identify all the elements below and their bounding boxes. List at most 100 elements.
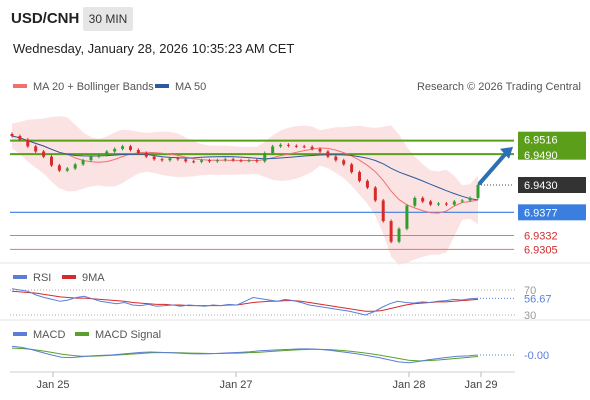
rsi-line — [11, 288, 479, 316]
candle-body — [136, 149, 140, 154]
candle-body — [73, 164, 77, 169]
macd-signal-legend-label: MACD Signal — [95, 329, 161, 341]
candle-body — [302, 146, 306, 148]
candle-body — [184, 159, 188, 162]
rsi-ma-line — [11, 290, 479, 312]
candle-body — [65, 168, 69, 171]
candle-body — [437, 203, 441, 205]
ma20-swatch — [13, 84, 27, 88]
candle-body — [176, 158, 180, 160]
candle-body — [144, 153, 148, 157]
x-tick-label: Jan 28 — [392, 379, 425, 391]
candle-body — [160, 159, 164, 161]
candle-body — [318, 148, 322, 152]
candle-body — [421, 197, 425, 202]
trend-arrow-shaft — [478, 148, 510, 185]
candle-body — [128, 146, 132, 150]
candle-body — [10, 133, 14, 137]
macd-signal-line — [11, 347, 479, 362]
resistance-label-box — [518, 131, 586, 160]
rsi-legend-label: RSI — [33, 272, 51, 284]
candle-body — [239, 160, 243, 162]
rsi-level-label: 30 — [524, 310, 536, 322]
timestamp: Wednesday, January 28, 2026 10:35:23 AM … — [13, 41, 295, 56]
candle-body — [57, 165, 61, 171]
rsi-level-label: 70 — [524, 285, 536, 297]
ma50-legend-label: MA 50 — [175, 81, 206, 93]
price-level-label: 6.9377 — [524, 207, 558, 219]
x-tick-label: Jan 25 — [36, 379, 69, 391]
x-tick-label: Jan 29 — [464, 379, 497, 391]
ma20-line — [11, 135, 479, 214]
candle-body — [215, 160, 219, 162]
price-level-label: 6.9305 — [524, 244, 558, 256]
candle-body — [42, 151, 46, 157]
candle-body — [18, 136, 22, 140]
candle-body — [247, 160, 251, 162]
candle-body — [121, 146, 125, 149]
chart-header: USD/CNH 30 MIN — [0, 0, 590, 38]
ma50-swatch — [155, 84, 169, 88]
candle-body — [373, 187, 377, 201]
x-tick-label: Jan 27 — [219, 379, 252, 391]
candle-body — [350, 164, 354, 173]
support-label-box — [518, 204, 586, 221]
macd-signal-swatch — [75, 332, 89, 336]
rsi-legend: RSI 9MA — [13, 272, 105, 284]
price-level-label: 6.9430 — [524, 180, 558, 192]
candle-body — [231, 159, 235, 161]
candle-body — [326, 151, 330, 157]
bollinger-band — [12, 116, 478, 265]
interval-button[interactable]: 30 MIN — [83, 7, 133, 31]
candle-body — [168, 158, 172, 161]
x-axis: Jan 25 Jan 27 Jan 28 Jan 29 — [36, 372, 498, 391]
candle-body — [49, 156, 53, 166]
candle-body — [34, 146, 38, 152]
candle-body — [389, 221, 393, 242]
candle-body — [255, 160, 259, 162]
candle-body — [413, 197, 417, 206]
candle-body — [105, 151, 109, 156]
candle-body — [405, 205, 409, 229]
rsi-panel: 70 30 56.67 — [10, 285, 552, 322]
rsi-swatch — [13, 275, 27, 279]
candle-body — [113, 148, 117, 152]
trend-arrow-head — [500, 146, 513, 159]
candle-body — [152, 156, 156, 160]
candle-body — [223, 159, 227, 161]
candle-body — [381, 200, 385, 222]
candle-body — [358, 172, 362, 181]
candle-body — [365, 180, 369, 188]
candle-body — [271, 146, 275, 154]
last-label-box — [518, 177, 586, 193]
candle-body — [97, 155, 101, 157]
candle-body — [207, 160, 211, 162]
candle-body — [26, 139, 30, 147]
candle-body — [397, 228, 401, 242]
candle-body — [452, 201, 456, 205]
price-level-label: 6.9490 — [524, 150, 558, 162]
candle-body — [89, 156, 93, 161]
candle-body — [263, 153, 267, 162]
symbol-title: USD/CNH — [11, 10, 80, 27]
candle-body — [429, 201, 433, 205]
candle-body — [81, 160, 85, 165]
price-level-label: 6.9516 — [524, 135, 558, 147]
ma20-legend-label: MA 20 + Bollinger Bands — [33, 81, 154, 93]
macd-panel: -0.00 — [11, 345, 549, 364]
candle-body — [310, 146, 314, 149]
macd-legend: MACD MACD Signal — [13, 329, 161, 341]
price-level-label: 6.9332 — [524, 231, 558, 243]
candle-body — [468, 197, 472, 201]
candle-body — [294, 145, 298, 147]
rsi-ma-swatch — [62, 275, 76, 279]
macd-swatch — [13, 332, 27, 336]
macd-last-value: -0.00 — [524, 350, 549, 362]
ma50-line — [11, 135, 479, 201]
candle-body — [342, 160, 346, 165]
credit-text: Research © 2026 Trading Central — [417, 81, 581, 93]
rsi-last-value: 56.67 — [524, 293, 552, 305]
macd-line — [11, 345, 479, 364]
